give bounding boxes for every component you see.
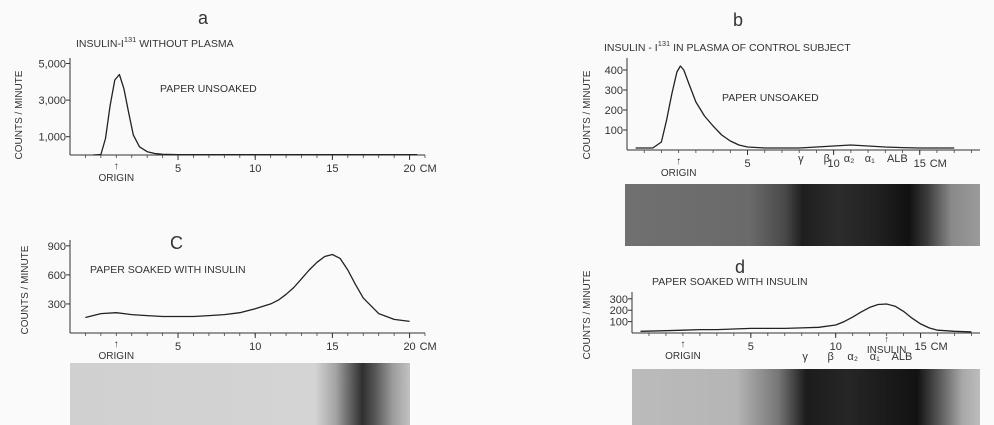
- panel-a-y-tick-label: 5,000: [38, 58, 66, 70]
- panel-a-origin-arrow: ↑: [114, 161, 119, 172]
- panel-d-x-tick-label: 5: [748, 341, 754, 353]
- panel-a-letter: a: [198, 8, 209, 28]
- panel-a-x-tick-label: 10: [249, 163, 261, 175]
- panel-d-band-label: γ: [802, 351, 808, 363]
- panel-c-series-line: [85, 253, 410, 323]
- panel-c-x-tick-label: 20: [403, 341, 415, 353]
- panel-a-x-tick-label: 15: [326, 163, 338, 175]
- panel-b-letter: b: [733, 10, 743, 30]
- panel-d-peak-label: INSULIN: [867, 345, 906, 356]
- panel-b-x-tick-label: 15: [914, 158, 926, 170]
- panel-d-ylabel: COUNTS / MINUTE: [582, 270, 593, 359]
- panel-d-x-tick-label: 10: [830, 341, 842, 353]
- panel-c-x-tick-label: 5: [175, 341, 181, 353]
- panel-d-x-unit: CM: [931, 341, 948, 353]
- panel-b-band-label: ALB: [887, 153, 908, 165]
- panel-b-ylabel: COUNTS / MINUTE: [582, 70, 593, 159]
- panel-d-band-label: α₂: [847, 351, 858, 363]
- panel-a-ylabel: COUNTS / MINUTE: [14, 70, 25, 159]
- panel-a-y-tick-label: 1,000: [38, 132, 66, 144]
- panel-d-band-label: β: [827, 351, 833, 363]
- panel-b-band-label: α₁: [865, 153, 875, 165]
- panel-b-y-tick-label: 200: [605, 105, 623, 117]
- panel-b-series-line: [635, 65, 955, 149]
- panel-b-y-tick-label: 100: [605, 125, 623, 137]
- panel-b-origin-arrow: ↑: [676, 156, 681, 167]
- panel-d-x-tick-label: 15: [914, 341, 926, 353]
- panel-d-band-label: α₁: [870, 351, 880, 363]
- panel-b-band-label: β: [824, 153, 830, 165]
- panel-a-x-unit: CM: [420, 163, 437, 175]
- panel-b-x-unit: CM: [930, 158, 947, 170]
- panel-d-band-label: ALB: [892, 351, 913, 363]
- panel-b-x-tick-label: 10: [828, 158, 840, 170]
- panel-a-title: INSULIN-I131 WITHOUT PLASMA: [76, 35, 234, 50]
- panel-d-origin-label: ORIGIN: [665, 351, 701, 362]
- panel-a-y-tick-label: 3,000: [38, 95, 66, 107]
- paper-strip-d: [632, 369, 980, 425]
- panel-d-series-line: [640, 303, 972, 333]
- panel-d-y-tick-label: 100: [610, 317, 628, 329]
- panel-c-annotation: PAPER SOAKED WITH INSULIN: [90, 264, 246, 276]
- panel-b-origin-label: ORIGIN: [661, 168, 697, 179]
- panel-c-y-tick-label: 300: [48, 299, 66, 311]
- panel-d-letter: d: [735, 257, 745, 277]
- panel-b-y-tick-label: 400: [605, 65, 623, 77]
- panel-d-annotation: PAPER SOAKED WITH INSULIN: [652, 276, 808, 288]
- panel-d-origin-arrow: ↑: [680, 339, 685, 350]
- panel-c-letter: C: [170, 233, 183, 253]
- panel-d-peak-arrow: ↑: [884, 334, 889, 344]
- panel-b-x-tick-label: 5: [744, 158, 750, 170]
- paper-strip-b: [625, 184, 980, 246]
- panel-a-series-line: [93, 73, 418, 156]
- panel-b-y-tick-label: 300: [605, 85, 623, 97]
- panel-c-x-unit: CM: [420, 341, 437, 353]
- panel-b-band-label: γ: [798, 153, 804, 165]
- panel-b-title: INSULIN - I131 IN PLASMA OF CONTROL SUBJ…: [604, 39, 851, 54]
- panel-c-y-tick-label: 900: [48, 241, 66, 253]
- panel-c-plot: 5 10 15 20 CM 300 600 900 ↑ORIGIN: [48, 240, 437, 362]
- panel-c-x-tick-label: 15: [326, 341, 338, 353]
- panel-a-origin-label: ORIGIN: [99, 173, 135, 184]
- panel-a-x-tick-label: 5: [175, 163, 181, 175]
- panel-c-origin-arrow: ↑: [114, 339, 119, 350]
- panel-b-band-label: α₂: [844, 153, 855, 165]
- panel-a-plot: 5 10 15 20 CM 1,000 3,000 5,000 ↑ORIGIN: [38, 58, 437, 184]
- panel-d-y-tick-label: 300: [610, 294, 628, 306]
- panel-c-origin-label: ORIGIN: [99, 351, 135, 362]
- panel-d-y-tick-label: 200: [610, 305, 628, 317]
- panel-b-plot: 5 10 15 CM 100 200 300 400 ↑ORIGIN γ β α₂ α₁ ALB: [605, 58, 980, 179]
- panel-a-annotation: PAPER UNSOAKED: [160, 83, 257, 95]
- panel-c-ylabel: COUNTS / MINUTE: [20, 245, 31, 334]
- paper-strip-c: [70, 363, 410, 425]
- panel-a-x-tick-label: 20: [403, 163, 415, 175]
- panel-c-y-tick-label: 600: [48, 270, 66, 282]
- panel-c-x-tick-label: 10: [249, 341, 261, 353]
- panel-b-annotation: PAPER UNSOAKED: [722, 92, 819, 104]
